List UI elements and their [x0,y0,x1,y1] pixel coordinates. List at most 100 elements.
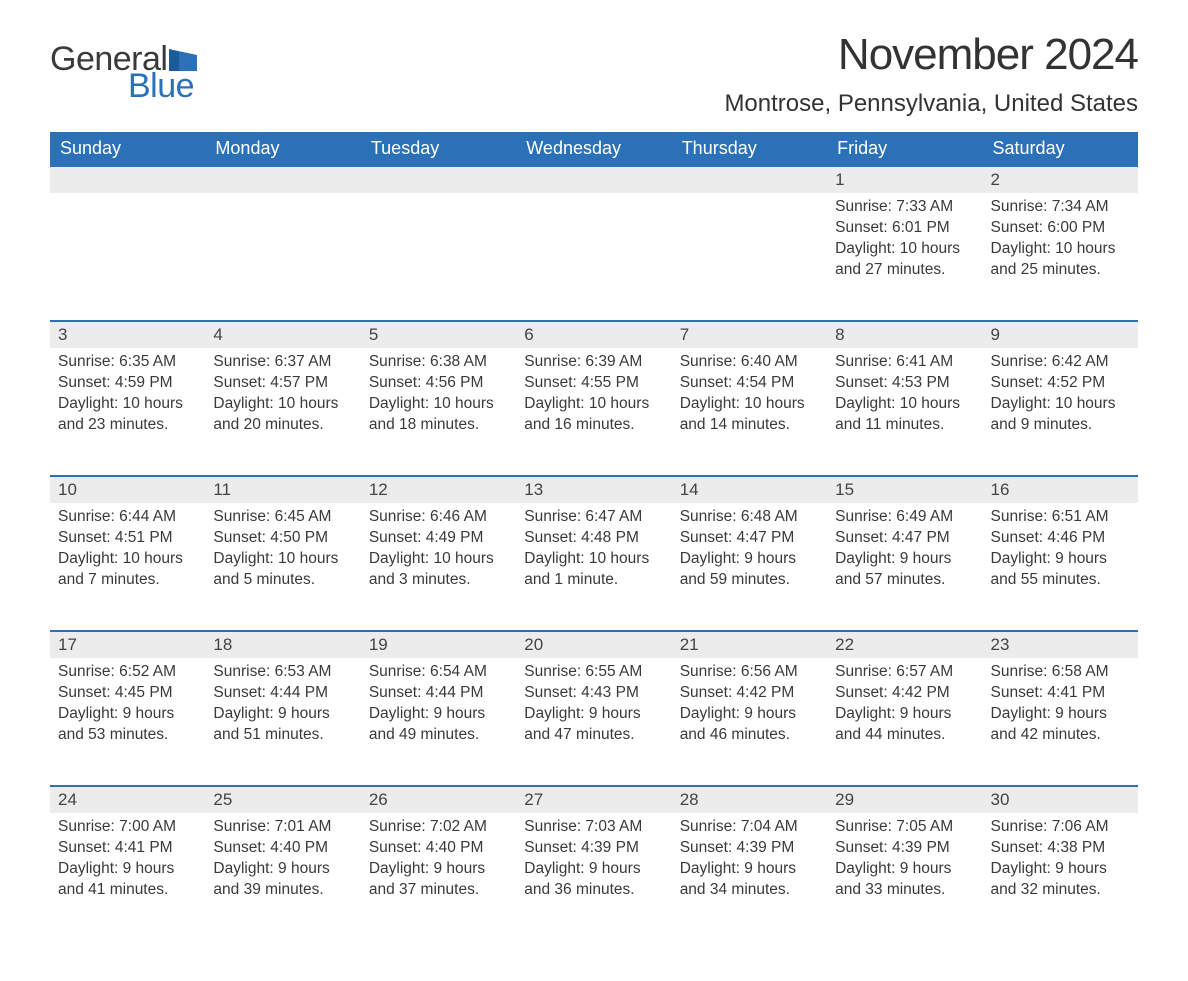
sunrise-line: Sunrise: 7:06 AM [991,817,1130,838]
daylight-line: Daylight: 9 hours and 59 minutes. [680,549,819,591]
day-number: 17 [50,631,205,658]
sunset-line: Sunset: 4:51 PM [58,528,197,549]
day-cell: Sunrise: 6:42 AMSunset: 4:52 PMDaylight:… [983,348,1138,476]
sunrise-line: Sunrise: 6:35 AM [58,352,197,373]
empty-cell [205,193,360,321]
sunset-line: Sunset: 4:56 PM [369,373,508,394]
daylight-line: Daylight: 10 hours and 25 minutes. [991,239,1130,281]
day-number: 20 [516,631,671,658]
sunrise-line: Sunrise: 6:51 AM [991,507,1130,528]
day-number: 29 [827,786,982,813]
sunrise-line: Sunrise: 6:57 AM [835,662,974,683]
daylight-line: Daylight: 10 hours and 1 minute. [524,549,663,591]
page-header: General Blue November 2024 Montrose, Pen… [50,30,1138,118]
sunset-line: Sunset: 4:47 PM [680,528,819,549]
day-cell: Sunrise: 6:40 AMSunset: 4:54 PMDaylight:… [672,348,827,476]
day-number: 27 [516,786,671,813]
empty-cell [50,166,205,193]
sunrise-line: Sunrise: 6:38 AM [369,352,508,373]
daylight-line: Daylight: 10 hours and 16 minutes. [524,394,663,436]
daylight-line: Daylight: 9 hours and 49 minutes. [369,704,508,746]
sunset-line: Sunset: 4:48 PM [524,528,663,549]
day-cell: Sunrise: 6:57 AMSunset: 4:42 PMDaylight:… [827,658,982,786]
month-title: November 2024 [724,30,1138,80]
day-cell: Sunrise: 7:03 AMSunset: 4:39 PMDaylight:… [516,813,671,941]
day-number-row: 17181920212223 [50,631,1138,658]
empty-cell [50,193,205,321]
day-number: 11 [205,476,360,503]
sunrise-line: Sunrise: 6:58 AM [991,662,1130,683]
daylight-line: Daylight: 10 hours and 27 minutes. [835,239,974,281]
day-cell: Sunrise: 7:06 AMSunset: 4:38 PMDaylight:… [983,813,1138,941]
sunset-line: Sunset: 4:44 PM [213,683,352,704]
sunrise-line: Sunrise: 6:53 AM [213,662,352,683]
day-body-row: Sunrise: 6:35 AMSunset: 4:59 PMDaylight:… [50,348,1138,476]
sunset-line: Sunset: 4:39 PM [524,838,663,859]
daylight-line: Daylight: 9 hours and 55 minutes. [991,549,1130,591]
sunset-line: Sunset: 4:57 PM [213,373,352,394]
day-number: 3 [50,321,205,348]
daylight-line: Daylight: 10 hours and 9 minutes. [991,394,1130,436]
day-number: 30 [983,786,1138,813]
weekday-header: Wednesday [516,132,671,166]
daylight-line: Daylight: 9 hours and 36 minutes. [524,859,663,901]
sunrise-line: Sunrise: 6:47 AM [524,507,663,528]
day-number: 8 [827,321,982,348]
sunrise-line: Sunrise: 7:03 AM [524,817,663,838]
day-cell: Sunrise: 6:54 AMSunset: 4:44 PMDaylight:… [361,658,516,786]
day-number: 13 [516,476,671,503]
daylight-line: Daylight: 10 hours and 5 minutes. [213,549,352,591]
daylight-line: Daylight: 10 hours and 14 minutes. [680,394,819,436]
daylight-line: Daylight: 9 hours and 53 minutes. [58,704,197,746]
sunrise-line: Sunrise: 6:42 AM [991,352,1130,373]
brand-logo: General Blue [50,30,197,106]
daylight-line: Daylight: 9 hours and 47 minutes. [524,704,663,746]
sunset-line: Sunset: 4:46 PM [991,528,1130,549]
day-cell: Sunrise: 6:46 AMSunset: 4:49 PMDaylight:… [361,503,516,631]
day-cell: Sunrise: 6:56 AMSunset: 4:42 PMDaylight:… [672,658,827,786]
sunrise-line: Sunrise: 7:01 AM [213,817,352,838]
day-number: 6 [516,321,671,348]
empty-cell [672,193,827,321]
sunrise-line: Sunrise: 7:33 AM [835,197,974,218]
day-cell: Sunrise: 6:47 AMSunset: 4:48 PMDaylight:… [516,503,671,631]
day-number: 2 [983,166,1138,193]
day-number: 10 [50,476,205,503]
sunset-line: Sunset: 4:49 PM [369,528,508,549]
sunrise-line: Sunrise: 6:44 AM [58,507,197,528]
sunset-line: Sunset: 4:54 PM [680,373,819,394]
daylight-line: Daylight: 9 hours and 34 minutes. [680,859,819,901]
day-number-row: 10111213141516 [50,476,1138,503]
day-number: 7 [672,321,827,348]
sunset-line: Sunset: 4:41 PM [58,838,197,859]
day-cell: Sunrise: 6:41 AMSunset: 4:53 PMDaylight:… [827,348,982,476]
sunrise-line: Sunrise: 6:40 AM [680,352,819,373]
daylight-line: Daylight: 10 hours and 18 minutes. [369,394,508,436]
sunset-line: Sunset: 4:50 PM [213,528,352,549]
daylight-line: Daylight: 9 hours and 42 minutes. [991,704,1130,746]
sunrise-line: Sunrise: 6:45 AM [213,507,352,528]
brand-part2: Blue [128,67,194,106]
day-cell: Sunrise: 6:38 AMSunset: 4:56 PMDaylight:… [361,348,516,476]
sunrise-line: Sunrise: 7:00 AM [58,817,197,838]
sunset-line: Sunset: 4:41 PM [991,683,1130,704]
sunrise-line: Sunrise: 6:46 AM [369,507,508,528]
daylight-line: Daylight: 9 hours and 41 minutes. [58,859,197,901]
day-number: 16 [983,476,1138,503]
empty-cell [361,193,516,321]
sunrise-line: Sunrise: 7:05 AM [835,817,974,838]
weekday-header-row: SundayMondayTuesdayWednesdayThursdayFrid… [50,132,1138,166]
day-body-row: Sunrise: 6:52 AMSunset: 4:45 PMDaylight:… [50,658,1138,786]
sunset-line: Sunset: 4:44 PM [369,683,508,704]
sunset-line: Sunset: 4:52 PM [991,373,1130,394]
sunrise-line: Sunrise: 7:34 AM [991,197,1130,218]
sunset-line: Sunset: 4:40 PM [213,838,352,859]
day-number: 22 [827,631,982,658]
sunrise-line: Sunrise: 6:55 AM [524,662,663,683]
day-number-row: 12 [50,166,1138,193]
day-cell: Sunrise: 6:53 AMSunset: 4:44 PMDaylight:… [205,658,360,786]
day-number: 19 [361,631,516,658]
day-number: 4 [205,321,360,348]
daylight-line: Daylight: 9 hours and 44 minutes. [835,704,974,746]
day-number: 24 [50,786,205,813]
